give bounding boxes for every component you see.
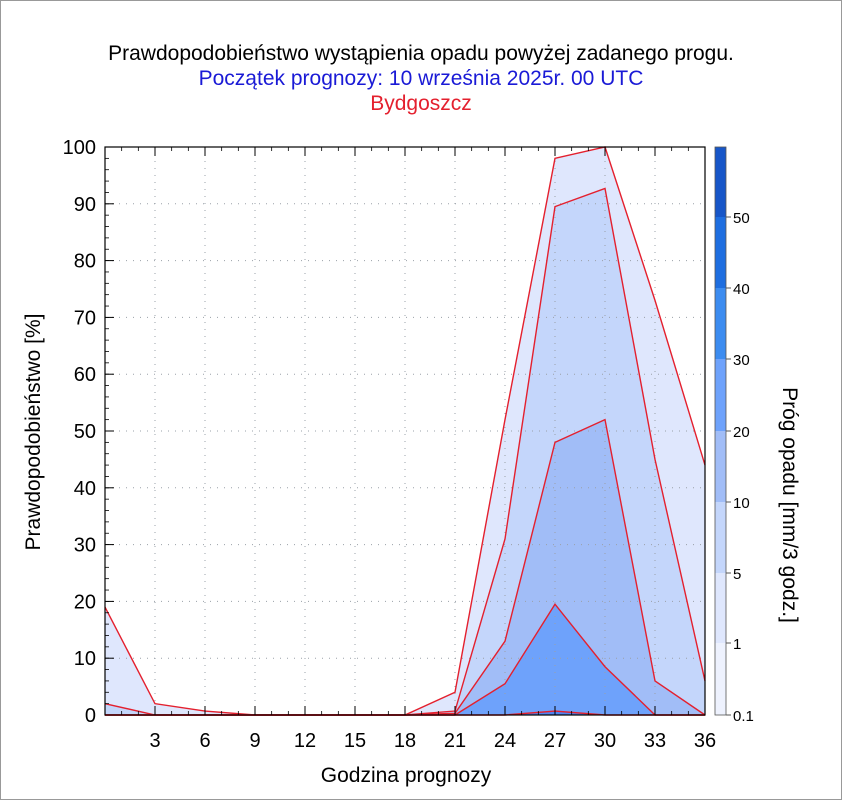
y-tick-label: 30 bbox=[74, 535, 96, 557]
colorbar-segment bbox=[715, 147, 726, 217]
x-tick-label: 15 bbox=[344, 730, 366, 752]
y-tick-label: 60 bbox=[74, 364, 96, 386]
x-tick-label: 18 bbox=[394, 730, 416, 752]
colorbar-segment bbox=[715, 288, 726, 359]
colorbar-tick-label: 10 bbox=[733, 495, 750, 512]
colorbar-tick-label: 5 bbox=[733, 566, 741, 583]
x-tick-label: 30 bbox=[594, 730, 616, 752]
y-tick-label: 100 bbox=[63, 137, 96, 159]
y-tick-label: 50 bbox=[74, 421, 96, 443]
colorbar-segment bbox=[715, 643, 726, 715]
y-tick-label: 70 bbox=[74, 307, 96, 329]
colorbar-tick-label: 0.1 bbox=[733, 708, 754, 725]
colorbar-segment bbox=[715, 217, 726, 288]
y-tick-label: 90 bbox=[74, 194, 96, 216]
colorbar-tick-label: 20 bbox=[733, 424, 750, 441]
colorbar-label: Próg opadu [mm/3 godz.] bbox=[778, 387, 801, 623]
colorbar-tick-label: 50 bbox=[733, 210, 750, 227]
y-tick-label: 80 bbox=[74, 251, 96, 273]
y-axis-label: Prawdopodobieństwo [%] bbox=[22, 314, 45, 551]
colorbar-segment bbox=[715, 573, 726, 643]
colorbar-tick-label: 30 bbox=[733, 352, 750, 369]
y-tick-label: 0 bbox=[85, 705, 96, 727]
x-tick-label: 12 bbox=[294, 730, 316, 752]
chart-title: Prawdopodobieństwo wystąpienia opadu pow… bbox=[108, 42, 734, 65]
x-tick-label: 21 bbox=[444, 730, 466, 752]
threshold-colorbar: 0.1 1 5 10 20 30 40 50 bbox=[714, 146, 754, 725]
y-tick-label: 20 bbox=[74, 591, 96, 613]
x-tick-label: 9 bbox=[249, 730, 260, 752]
tick-labels: 3 6 9 12 15 18 21 24 27 30 33 360102030405060708090… bbox=[63, 137, 717, 752]
x-tick-label: 33 bbox=[644, 730, 666, 752]
location-subtitle: Bydgoszcz bbox=[370, 92, 472, 115]
colorbar-segment bbox=[715, 431, 726, 502]
axes bbox=[104, 146, 706, 716]
x-tick-label: 24 bbox=[494, 730, 516, 752]
area-threshold-10 bbox=[105, 604, 705, 715]
y-tick-label: 10 bbox=[74, 648, 96, 670]
x-axis-label: Godzina prognozy bbox=[321, 764, 492, 787]
colorbar-segment bbox=[715, 502, 726, 573]
x-tick-label: 3 bbox=[149, 730, 160, 752]
forecast-start-subtitle: Początek prognozy: 10 września 2025r. 00… bbox=[198, 67, 644, 90]
x-tick-label: 27 bbox=[544, 730, 566, 752]
y-tick-label: 40 bbox=[74, 478, 96, 500]
x-tick-label: 6 bbox=[199, 730, 210, 752]
x-tick-label: 36 bbox=[694, 730, 716, 752]
colorbar-segment bbox=[715, 359, 726, 431]
colorbar-tick-label: 1 bbox=[733, 636, 741, 653]
probability-areas bbox=[105, 147, 705, 716]
colorbar-tick-label: 40 bbox=[733, 281, 750, 298]
